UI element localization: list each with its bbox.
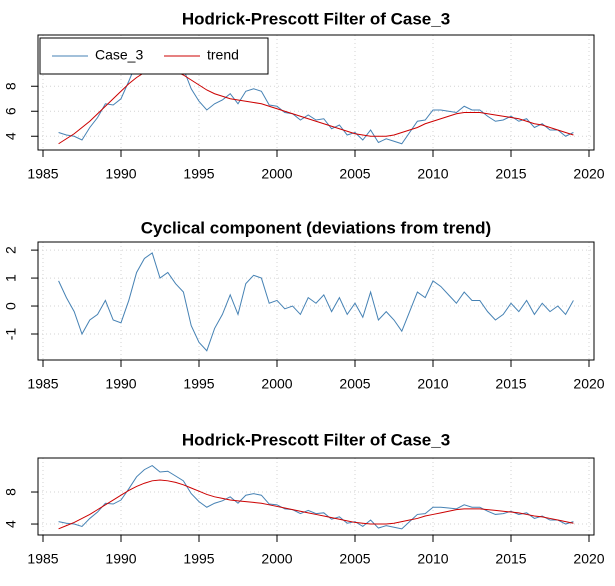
x-tick-label: 1990 (105, 166, 136, 182)
chart-title: Hodrick-Prescott Filter of Case_3 (182, 9, 450, 28)
panel: Hodrick-Prescott Filter of Case_3 1985 199… (3, 430, 605, 566)
chart-title: Hodrick-Prescott Filter of Case_3 (182, 430, 450, 449)
x-tick-label: 2005 (339, 551, 370, 567)
x-tick-label: 1995 (183, 166, 214, 182)
x-tick-label: 2000 (261, 166, 292, 182)
plot-box (37, 241, 595, 361)
x-tick-label: 1990 (105, 551, 136, 567)
series-line (58, 252, 574, 352)
x-tick-label: 1985 (27, 166, 58, 182)
y-tick-label: 6 (3, 107, 19, 115)
x-tick-label: 1995 (183, 551, 214, 567)
x-tick-label: 2010 (417, 166, 448, 182)
x-tick-label: 2000 (261, 551, 292, 567)
x-tick-label: 2010 (417, 376, 448, 392)
y-tick-label: 1 (3, 274, 19, 282)
y-tick-label: 0 (3, 302, 19, 310)
x-tick-label: 2015 (495, 166, 526, 182)
y-tick-label: 4 (3, 132, 19, 140)
series-line (58, 66, 574, 145)
series-line (58, 479, 574, 530)
x-tick-label: 2015 (495, 551, 526, 567)
x-tick-label: 1985 (27, 551, 58, 567)
x-tick-label: 2020 (573, 376, 604, 392)
x-tick-label: 2005 (339, 166, 370, 182)
y-tick-label: -1 (3, 328, 19, 341)
series-line (58, 465, 574, 530)
panel: Cyclical component (deviations from tren… (3, 218, 605, 391)
y-tick-label: 4 (3, 520, 19, 528)
y-tick-label: 8 (3, 488, 19, 496)
plot-box (37, 457, 595, 536)
y-tick-label: 2 (3, 246, 19, 254)
legend-label: trend (207, 47, 239, 63)
x-tick-label: 2000 (261, 376, 292, 392)
x-tick-label: 2010 (417, 551, 448, 567)
chart-title: Cyclical component (deviations from tren… (141, 218, 491, 237)
panel: Hodrick-Prescott Filter of Case_3 1985 199… (3, 9, 605, 181)
legend-label: Case_3 (95, 47, 143, 63)
x-tick-label: 1995 (183, 376, 214, 392)
x-tick-label: 2005 (339, 376, 370, 392)
y-tick-label: 8 (3, 82, 19, 90)
x-tick-label: 1990 (105, 376, 136, 392)
x-tick-label: 2020 (573, 166, 604, 182)
plot-box (37, 34, 595, 151)
x-tick-label: 1985 (27, 376, 58, 392)
x-tick-label: 2015 (495, 376, 526, 392)
x-tick-label: 2020 (573, 551, 604, 567)
